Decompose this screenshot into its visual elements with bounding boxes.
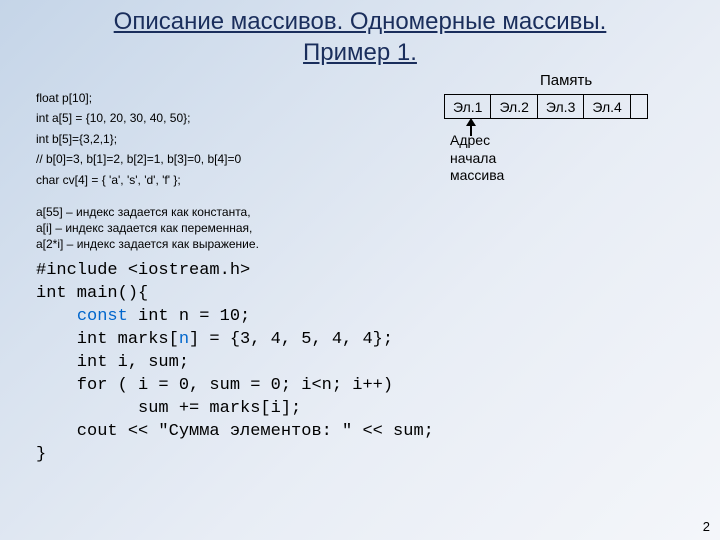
mem-cell: Эл.3 — [537, 95, 583, 119]
decl-line: char cv[4] = { 'a', 's', 'd', 'f' }; — [36, 170, 241, 190]
mem-cell: Эл.1 — [445, 95, 491, 119]
declarations-block: float p[10]; int a[5] = {10, 20, 30, 40,… — [36, 88, 241, 190]
code-line: int i, sum; — [36, 353, 189, 372]
var-n: n — [179, 330, 189, 349]
decl-line: float p[10]; — [36, 88, 241, 108]
code-line: int main(){ — [36, 284, 148, 303]
decl-line: // b[0]=3, b[1]=2, b[2]=1, b[3]=0, b[4]=… — [36, 149, 241, 169]
addr-line: Адрес — [450, 132, 504, 150]
slide-title: Описание массивов. Одномерные массивы. П… — [0, 0, 720, 68]
mem-cell: Эл.2 — [491, 95, 537, 119]
addr-line: массива — [450, 167, 504, 185]
index-notes: a[55] – индекс задается как константа, a… — [36, 204, 259, 253]
code-line: for ( i = 0, sum = 0; i<n; i++) — [36, 376, 393, 395]
keyword-const: const — [77, 307, 128, 326]
code-line: #include <iostream.h> — [36, 261, 250, 280]
title-line2: Пример 1. — [303, 39, 417, 66]
page-number: 2 — [703, 519, 710, 534]
code-text: ] = {3, 4, 5, 4, 4}; — [189, 330, 393, 349]
mem-cell-tail — [630, 95, 647, 119]
memory-label: Память — [540, 72, 592, 89]
mem-cell: Эл.4 — [584, 95, 630, 119]
title-line1: Описание массивов. Одномерные массивы. — [114, 8, 607, 35]
code-text: int n = 10; — [128, 307, 250, 326]
idx-line: a[i] – индекс задается как переменная, — [36, 220, 259, 236]
decl-line: int b[5]={3,2,1}; — [36, 129, 241, 149]
decl-line: int a[5] = {10, 20, 30, 40, 50}; — [36, 108, 241, 128]
memory-table: Эл.1 Эл.2 Эл.3 Эл.4 — [444, 94, 648, 119]
code-text: int marks[ — [36, 330, 179, 349]
code-line: sum += marks[i]; — [36, 399, 301, 418]
code-line: } — [36, 445, 46, 464]
address-label: Адрес начала массива — [450, 132, 504, 185]
idx-line: a[2*i] – индекс задается как выражение. — [36, 236, 259, 252]
idx-line: a[55] – индекс задается как константа, — [36, 204, 259, 220]
addr-line: начала — [450, 150, 504, 168]
code-block: #include <iostream.h> int main(){ const … — [36, 260, 434, 466]
code-line: cout << "Сумма элементов: " << sum; — [36, 422, 434, 441]
